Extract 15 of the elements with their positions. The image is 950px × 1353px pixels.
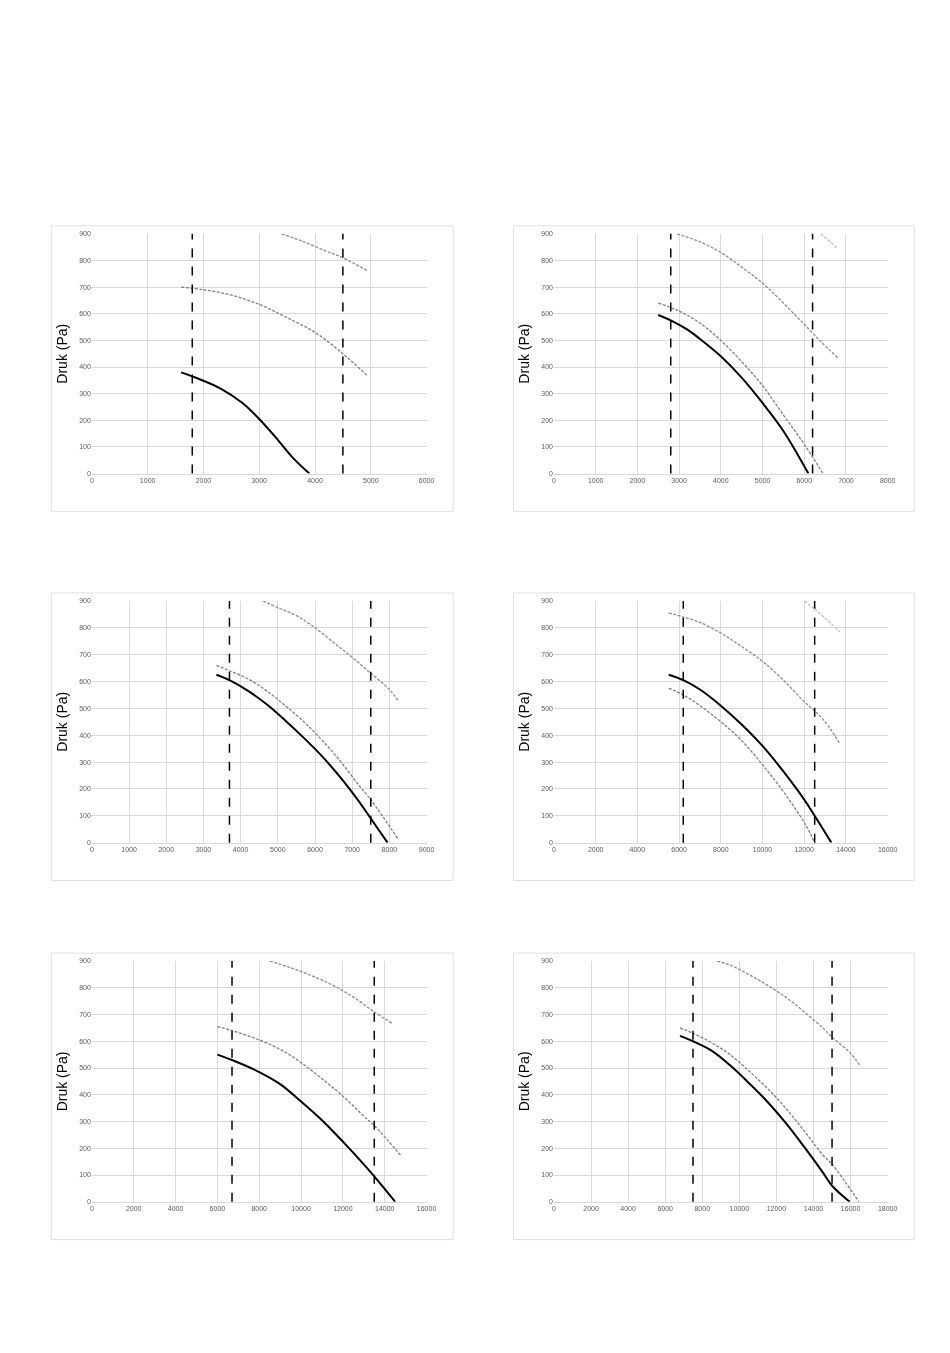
y-axis-title: Druk (Pa) [515,323,532,384]
y-axis-title: Druk (Pa) [53,1051,70,1112]
line-series [269,961,394,1025]
line-series [180,286,369,377]
y-axis-title: Druk (Pa) [515,691,532,752]
line-series [262,600,400,703]
line-series [668,612,841,744]
line-series [716,961,861,1066]
y-axis-title: Druk (Pa) [515,1051,532,1112]
y-axis-title: Druk (Pa) [53,691,70,752]
line-series [280,233,369,272]
line-series [216,1025,403,1157]
line-series [668,687,816,843]
line-series [676,233,839,359]
y-axis-title: Druk (Pa) [53,323,70,384]
